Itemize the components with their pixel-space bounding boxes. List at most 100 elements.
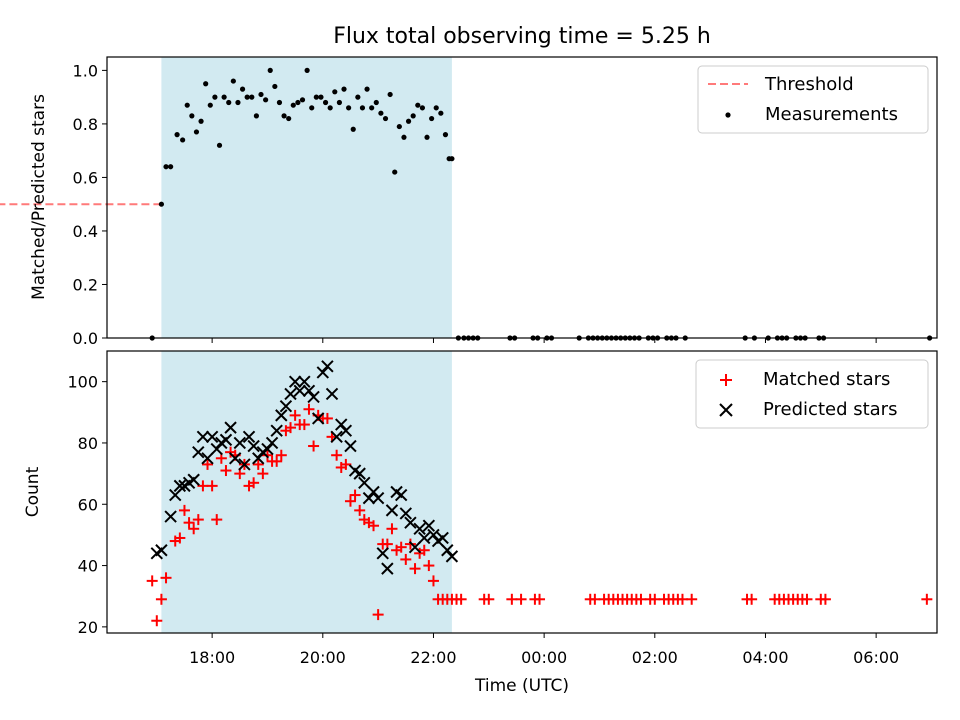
- matched-star-point: [174, 532, 186, 544]
- predicted-star-point: [307, 390, 320, 404]
- measurement-point: [369, 105, 375, 111]
- matched-star-point: [368, 520, 380, 532]
- top-observing-window: [161, 57, 452, 338]
- measurement-point: [290, 102, 296, 108]
- measurement-point: [429, 115, 435, 122]
- predicted-star-point: [358, 476, 371, 490]
- matched-star-point: [202, 458, 214, 470]
- predicted-star-point: [298, 375, 311, 388]
- measurement-point: [267, 67, 273, 73]
- predicted-star-point: [362, 491, 376, 505]
- top-y-tick-label: 0.6: [73, 168, 98, 187]
- matched-star-point: [649, 593, 661, 605]
- measurement-point: [313, 94, 319, 100]
- matched-star-point: [395, 541, 407, 553]
- predicted-star-point: [353, 467, 366, 480]
- matched-star-point: [354, 504, 366, 516]
- predicted-star-point: [376, 547, 389, 560]
- matched-star-point: [746, 593, 758, 605]
- matched-star-point: [197, 480, 209, 492]
- matched-star-point: [252, 458, 264, 470]
- measurement-point: [355, 94, 361, 100]
- matched-star-point: [183, 517, 195, 529]
- measurement-point: [163, 164, 169, 170]
- x-tick-label: 18:00: [189, 648, 235, 667]
- bottom-y-tick-label: 20: [78, 618, 98, 637]
- matched-star-point: [515, 593, 527, 605]
- measurement-point: [359, 105, 366, 111]
- predicted-star-point: [192, 445, 205, 459]
- predicted-star-point: [261, 442, 274, 456]
- matched-star-point: [589, 593, 601, 605]
- predicted-star-point: [279, 399, 293, 413]
- predicted-star-point: [205, 430, 219, 444]
- predicted-star-point: [238, 458, 251, 471]
- matched-star-point: [386, 523, 398, 535]
- predicted-star-point: [293, 384, 306, 398]
- matched-legend-swatch: [720, 374, 732, 386]
- top-y-tick-label: 0.8: [73, 115, 98, 134]
- predicted-legend-swatch: [719, 403, 733, 417]
- measurement-point: [193, 129, 200, 135]
- predicted-star-point: [242, 430, 256, 444]
- predicted-star-point: [210, 442, 223, 456]
- measurement-point: [239, 86, 246, 92]
- predicted-star-point: [436, 531, 449, 545]
- predicted-star-point: [219, 433, 233, 447]
- predicted-star-point: [441, 544, 454, 557]
- measurement-point: [286, 115, 292, 122]
- measurement-point: [212, 94, 218, 100]
- matched-star-point: [344, 495, 356, 507]
- matched-star-point: [298, 419, 310, 431]
- matched-star-point: [206, 480, 218, 492]
- x-tick-label: 20:00: [300, 648, 346, 667]
- matched-star-point: [188, 523, 200, 535]
- predicted-star-point: [335, 418, 348, 431]
- measurement-point: [230, 78, 236, 84]
- measurement-point: [387, 91, 393, 98]
- predicted-star-point: [284, 387, 297, 401]
- top-legend: Threshold Measurements: [697, 65, 929, 134]
- matched-star-point: [506, 593, 518, 605]
- predicted-star-point: [155, 544, 168, 557]
- matched-star-point: [686, 593, 698, 605]
- measurement-point: [433, 105, 439, 111]
- measurement-point: [207, 102, 213, 108]
- predicted-star-point: [339, 424, 353, 437]
- measurement-point: [263, 97, 269, 103]
- matched-star-point: [275, 449, 287, 461]
- predicted-star-point: [228, 452, 242, 465]
- measurement-point: [281, 113, 287, 119]
- measurement-point: [378, 110, 384, 116]
- matched-star-point: [349, 489, 361, 501]
- bottom-y-tick-label: 100: [67, 373, 98, 392]
- predicted-star-point: [321, 360, 334, 373]
- matched-star-point: [261, 449, 273, 461]
- predicted-star-point: [399, 507, 413, 520]
- measurement-point: [332, 89, 338, 95]
- measurement-point: [184, 102, 190, 108]
- predicted-star-point: [169, 488, 182, 502]
- matched-star-point: [151, 615, 163, 627]
- matched-star-point: [418, 544, 430, 556]
- matched-star-point: [409, 563, 421, 575]
- matched-star-point: [423, 560, 435, 572]
- measurement-point: [198, 118, 204, 124]
- x-tick-label: 02:00: [632, 648, 678, 667]
- predicted-star-point: [265, 436, 279, 450]
- x-tick-label: 06:00: [853, 648, 899, 667]
- matched-star-point: [155, 593, 167, 605]
- measurement-point: [322, 99, 329, 106]
- measurement-point: [216, 142, 223, 148]
- measurement-point: [244, 94, 250, 100]
- predicted-star-point: [344, 439, 357, 453]
- measurement-point: [189, 113, 195, 119]
- measurement-point: [424, 134, 430, 140]
- measurements-legend-label: Measurements: [765, 104, 898, 125]
- predicted-star-point: [275, 409, 288, 422]
- matched-star-point: [192, 514, 204, 526]
- measurement-point: [350, 126, 356, 132]
- matched-star-point: [257, 468, 269, 480]
- measurement-point: [299, 97, 306, 103]
- predicted-star-point: [330, 430, 343, 444]
